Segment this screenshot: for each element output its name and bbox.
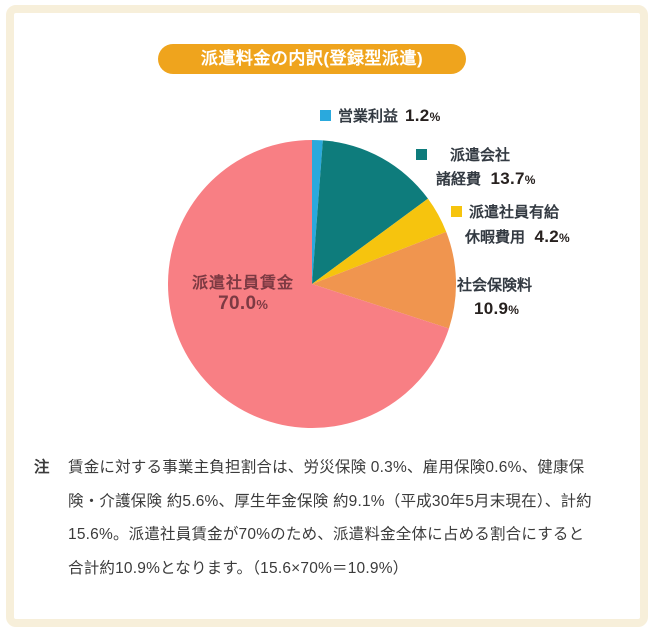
legend-paid-leave-line1: 派遣社員有給 xyxy=(469,204,560,221)
pie-slice xyxy=(312,198,447,284)
note-line: 険・介護保険 約5.6%、厚生年金保険 約9.1%（平成30年5月末現在）、計約 xyxy=(68,492,592,510)
legend-swatch-agency-expenses-icon xyxy=(416,149,427,160)
legend-paid-leave-line2: 休暇費用 4.2% xyxy=(465,226,570,247)
pie-label-wages: 派遣社員賃金 70.0% xyxy=(176,269,310,315)
pie-label-wages-text: 派遣社員賃金 xyxy=(191,275,294,292)
legend-value: 1.2 xyxy=(405,105,430,125)
page-title: 派遣料金の内訳(登録型派遣) xyxy=(158,44,466,74)
pie-label-wages-value: 70.0 xyxy=(218,293,257,314)
legend-unit: % xyxy=(559,231,570,245)
legend-unit: % xyxy=(508,303,519,317)
legend-operating-profit: 営業利益 1.2% xyxy=(320,105,440,126)
pie-label-wages-unit: % xyxy=(256,297,268,312)
note-marker: 注 xyxy=(34,459,50,476)
note: 注 賃金に対する事業主負担割合は、労災保険 0.3%、雇用保険0.6%、健康保 … xyxy=(34,451,626,585)
note-line: 賃金に対する事業主負担割合は、労災保険 0.3%、雇用保険0.6%、健康保 xyxy=(68,459,585,476)
legend-swatch-operating-profit-icon xyxy=(320,110,331,121)
legend-agency-expenses-line2: 諸経費 13.7% xyxy=(436,168,535,189)
pie-slice xyxy=(312,140,323,284)
legend-social-insurance-line1: 社会保険料 xyxy=(457,277,533,294)
note-lines: 賃金に対する事業主負担割合は、労災保険 0.3%、雇用保険0.6%、健康保 険・… xyxy=(68,451,626,585)
legend-agency-expenses-line1: 派遣会社 xyxy=(450,147,511,164)
note-line: 合計約10.9%となります。（15.6×70%＝10.9%） xyxy=(68,559,409,577)
legend-value: 4.2 xyxy=(534,227,560,246)
legend-label: 諸経費 xyxy=(436,171,482,188)
legend-social-insurance-line2: 10.9% xyxy=(474,299,519,319)
legend-value: 10.9 xyxy=(474,299,509,318)
legend-unit: % xyxy=(524,173,536,187)
pie-slice xyxy=(312,140,428,284)
note-line: 15.6%。派遣社員賃金が70%のため、派遣料金全体に占める割合にすると xyxy=(68,526,585,544)
legend-label: 休暇費用 xyxy=(465,229,526,246)
pie-slice xyxy=(312,231,456,329)
pie-chart xyxy=(168,140,456,428)
pie-slice xyxy=(168,140,449,428)
legend-unit: % xyxy=(429,109,441,124)
legend-swatch-social-insurance-icon xyxy=(441,279,452,290)
legend-swatch-paid-leave-icon xyxy=(451,206,462,217)
legend-value: 13.7 xyxy=(490,169,525,188)
legend-label: 営業利益 xyxy=(338,108,399,125)
